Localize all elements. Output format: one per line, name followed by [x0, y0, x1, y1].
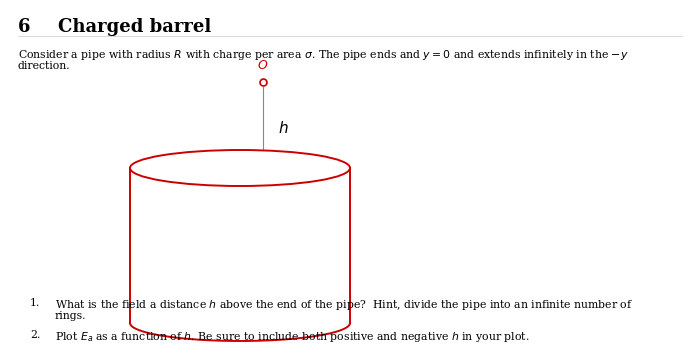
Text: What is the field a distance $h$ above the end of the pipe?  Hint, divide the pi: What is the field a distance $h$ above t…	[55, 298, 634, 312]
Text: $h$: $h$	[278, 120, 288, 136]
Ellipse shape	[130, 150, 350, 186]
Text: Consider a pipe with radius $R$ with charge per area $\sigma$. The pipe ends and: Consider a pipe with radius $R$ with cha…	[18, 48, 629, 62]
Text: Plot $E_a$ as a function of $h$. Be sure to include both positive and negative $: Plot $E_a$ as a function of $h$. Be sure…	[55, 330, 529, 344]
Text: direction.: direction.	[18, 61, 71, 71]
Text: 1.: 1.	[30, 298, 41, 308]
Text: $R$: $R$	[204, 168, 216, 184]
Text: $O$: $O$	[258, 59, 269, 72]
Text: Charged barrel: Charged barrel	[58, 18, 211, 36]
Text: rings.: rings.	[55, 311, 87, 321]
Text: 6: 6	[18, 18, 31, 36]
Text: 2.: 2.	[30, 330, 41, 340]
